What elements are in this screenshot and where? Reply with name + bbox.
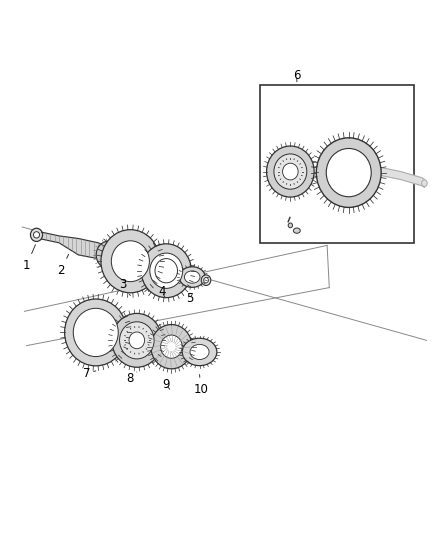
Ellipse shape <box>101 230 160 293</box>
Text: 1: 1 <box>23 245 35 272</box>
Ellipse shape <box>184 271 200 283</box>
Text: 7: 7 <box>83 367 96 379</box>
Ellipse shape <box>120 322 154 359</box>
Ellipse shape <box>422 180 427 187</box>
Ellipse shape <box>293 228 300 233</box>
Ellipse shape <box>31 228 42 241</box>
Text: 6: 6 <box>293 69 300 82</box>
Ellipse shape <box>33 232 39 238</box>
Ellipse shape <box>283 163 298 180</box>
Text: 8: 8 <box>127 372 137 385</box>
Ellipse shape <box>274 154 307 189</box>
Bar <box>260 85 413 243</box>
Polygon shape <box>42 232 109 261</box>
Ellipse shape <box>73 308 118 357</box>
Ellipse shape <box>112 313 162 367</box>
Ellipse shape <box>288 223 293 228</box>
Ellipse shape <box>179 266 205 287</box>
Ellipse shape <box>150 253 183 288</box>
Ellipse shape <box>316 138 381 207</box>
Ellipse shape <box>111 241 149 281</box>
Text: 9: 9 <box>162 378 170 391</box>
Ellipse shape <box>190 344 209 359</box>
Ellipse shape <box>65 299 127 366</box>
Ellipse shape <box>129 332 145 349</box>
Text: 10: 10 <box>194 375 208 396</box>
Ellipse shape <box>267 146 314 197</box>
Ellipse shape <box>151 325 192 369</box>
Ellipse shape <box>201 275 211 286</box>
Ellipse shape <box>204 278 208 283</box>
Ellipse shape <box>326 149 371 197</box>
Ellipse shape <box>96 241 121 269</box>
Ellipse shape <box>182 338 217 366</box>
Ellipse shape <box>161 335 182 358</box>
Ellipse shape <box>141 244 191 297</box>
Text: 5: 5 <box>186 292 193 305</box>
Polygon shape <box>362 164 424 188</box>
Text: 2: 2 <box>57 254 69 277</box>
Text: 3: 3 <box>119 278 131 295</box>
Text: 4: 4 <box>158 285 166 298</box>
